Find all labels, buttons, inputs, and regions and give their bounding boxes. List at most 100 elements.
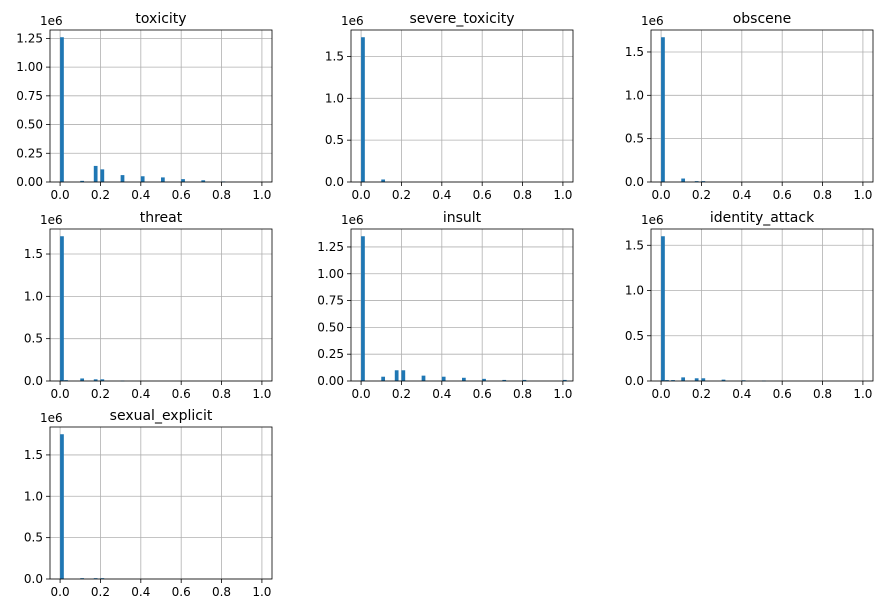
histogram-bar [201, 180, 206, 182]
histogram-bar [100, 379, 105, 381]
y-tick-label: 0.5 [625, 132, 644, 146]
y-tick-label: 0.0 [325, 175, 344, 189]
histogram-bar [502, 379, 507, 381]
x-tick-label: 1.0 [553, 387, 572, 401]
histogram-bar [665, 380, 669, 381]
y-tick-label: 0.00 [317, 374, 344, 388]
y-tick-label: 1.0 [24, 489, 43, 503]
histogram-bar [161, 177, 165, 182]
histogram-bar [401, 370, 406, 381]
y-tick-label: 0.0 [625, 374, 644, 388]
y-tick-label: 0.50 [16, 118, 43, 132]
x-tick-label: 0.0 [51, 387, 70, 401]
x-tick-label: 0.8 [212, 387, 231, 401]
y-tick-label: 0.25 [16, 146, 43, 160]
x-tick-label: 1.0 [252, 188, 271, 202]
x-tick-label: 1.0 [853, 188, 872, 202]
histogram-bar [441, 376, 446, 381]
histogram-bar [100, 578, 105, 579]
histogram-bar [381, 376, 386, 381]
y-tick-label: 0.0 [24, 572, 43, 586]
histogram-bar [181, 179, 185, 182]
histogram-bar [482, 378, 486, 381]
histogram-bar [421, 375, 426, 381]
y-tick-label: 1.00 [16, 60, 43, 74]
x-tick-label: 0.8 [212, 585, 231, 599]
histogram-bar [140, 176, 145, 182]
x-tick-label: 0.2 [91, 585, 110, 599]
y-offset-multiplier: 1e6 [40, 411, 63, 425]
x-tick-label: 0.0 [652, 188, 671, 202]
x-tick-label: 1.0 [252, 585, 271, 599]
histogram-bar [701, 181, 706, 182]
y-tick-label: 0.0 [24, 374, 43, 388]
histogram-bar [80, 378, 85, 381]
y-tick-label: 1.5 [625, 45, 644, 59]
histogram-bar [80, 180, 85, 182]
y-tick-label: 0.00 [16, 175, 43, 189]
x-tick-label: 0.4 [131, 387, 150, 401]
y-tick-label: 0.0 [625, 175, 644, 189]
y-tick-label: 0.75 [16, 89, 43, 103]
x-tick-label: 0.4 [732, 387, 751, 401]
subplot-obscene: 0.0 0.2 0.4 0.6 0.8 1.0 0.0 0.5 1.0 1.5 1e6 obscene [625, 11, 874, 202]
x-tick-label: 0.6 [473, 188, 492, 202]
histogram-bar [694, 378, 699, 381]
y-tick-label: 0.5 [625, 329, 644, 343]
x-tick-label: 0.4 [432, 188, 451, 202]
y-tick-label: 1.0 [24, 289, 43, 303]
y-tick-label: 0.50 [317, 320, 344, 334]
histogram-bar [522, 379, 527, 381]
x-tick-label: 0.6 [773, 387, 792, 401]
axes-frame [650, 228, 874, 382]
histogram-bar [64, 380, 68, 381]
y-offset-multiplier: 1e6 [341, 14, 364, 28]
histogram-bar [93, 379, 98, 381]
y-offset-multiplier: 1e6 [40, 14, 63, 28]
y-tick-label: 0.5 [24, 332, 43, 346]
histogram-bar [562, 379, 567, 381]
histogram-bar [671, 380, 675, 381]
x-tick-label: 0.0 [352, 188, 371, 202]
subplot-title: sexual_explicit [110, 408, 213, 424]
histogram-bar [721, 379, 726, 381]
x-tick-label: 0.0 [352, 387, 371, 401]
axes-frame [49, 29, 273, 183]
axes-frame [350, 228, 574, 382]
subplot-insult: 0.0 0.2 0.4 0.6 0.8 1.0 0.00 0.25 0.50 0.75 1.00 1.… [317, 210, 574, 401]
y-offset-multiplier: 1e6 [40, 213, 63, 227]
x-tick-label: 0.8 [513, 387, 532, 401]
y-tick-label: 0.75 [317, 294, 344, 308]
histogram-bar [462, 377, 466, 381]
y-tick-label: 1.5 [325, 49, 344, 63]
y-tick-label: 1.5 [625, 238, 644, 252]
x-tick-label: 0.8 [813, 188, 832, 202]
y-tick-label: 1.0 [625, 88, 644, 102]
y-offset-multiplier: 1e6 [641, 213, 664, 227]
x-tick-label: 0.2 [91, 387, 110, 401]
y-tick-label: 1.0 [625, 284, 644, 298]
x-tick-label: 0.2 [91, 188, 110, 202]
histogram-bar [361, 236, 365, 381]
subplot-severe_toxicity: 0.0 0.2 0.4 0.6 0.8 1.0 0.0 0.5 1.0 1.5 1e6 severe_… [325, 11, 574, 202]
subplot-sexual_explicit: 0.0 0.2 0.4 0.6 0.8 1.0 0.0 0.5 1.0 1.5 1e6 sexual_… [24, 408, 273, 599]
subplot-toxicity: 0.0 0.2 0.4 0.6 0.8 1.0 0.00 0.25 0.50 0.75 1.00 1.… [16, 11, 273, 202]
x-tick-label: 0.0 [51, 188, 70, 202]
x-tick-label: 0.6 [773, 188, 792, 202]
x-tick-label: 0.2 [392, 188, 411, 202]
x-tick-label: 0.4 [732, 188, 751, 202]
histogram-bar [93, 578, 98, 579]
y-offset-multiplier: 1e6 [341, 213, 364, 227]
axes-frame [350, 29, 574, 183]
subplot-title: severe_toxicity [409, 11, 514, 27]
x-tick-label: 0.6 [473, 387, 492, 401]
y-tick-label: 0.5 [24, 531, 43, 545]
y-tick-label: 1.5 [24, 448, 43, 462]
x-tick-label: 0.8 [813, 387, 832, 401]
x-tick-label: 0.4 [131, 188, 150, 202]
x-tick-label: 0.0 [51, 585, 70, 599]
histogram-bar [694, 181, 699, 182]
x-tick-label: 0.2 [692, 387, 711, 401]
histogram-bar [100, 169, 105, 182]
